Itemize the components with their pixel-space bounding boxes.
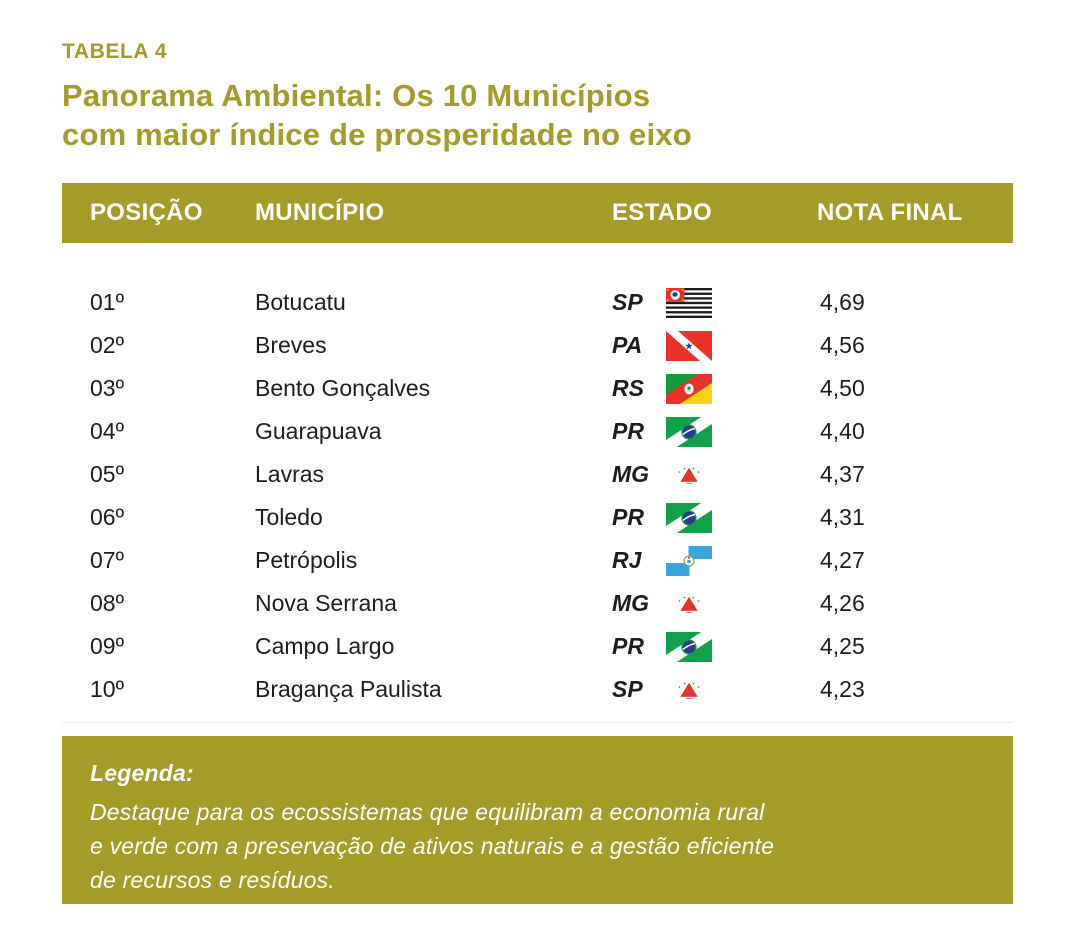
row-score: 4,27 (820, 547, 865, 573)
flag-mg-icon (666, 588, 712, 619)
flag-pr-icon (666, 409, 712, 454)
table-row: 10º Bragança Paulista SP 4,23 (62, 668, 1013, 711)
row-score: 4,37 (820, 461, 865, 487)
row-municipality: Nova Serrana (255, 590, 397, 616)
row-state-abbr: SP (612, 289, 643, 315)
row-state-abbr: SP (612, 676, 643, 702)
flag-rs-icon (666, 364, 712, 413)
row-position: 01º (90, 289, 124, 315)
row-municipality: Guarapuava (255, 418, 382, 444)
table-row: 07º Petrópolis RJ 4,27 (62, 539, 1013, 582)
legend-box: Legenda: Destaque para os ecossistemas q… (62, 736, 1013, 904)
row-position: 05º (90, 461, 124, 487)
flag-mg-icon (666, 674, 712, 705)
row-score: 4,40 (820, 418, 865, 444)
row-score: 4,23 (820, 676, 865, 702)
row-position: 10º (90, 676, 124, 702)
row-state-abbr: RJ (612, 547, 642, 573)
table-row: 04º Guarapuava PR 4,40 (62, 409, 1013, 454)
legend-text-line-1: Destaque para os ecossistemas que equili… (90, 799, 765, 825)
table-row: 06º Toledo PR 4,31 (62, 495, 1013, 540)
row-score: 4,56 (820, 332, 865, 358)
row-state-abbr: PA (612, 332, 643, 358)
row-score: 4,69 (820, 289, 865, 315)
table-row: 05º Lavras MG 4,37 (62, 453, 1013, 496)
row-position: 09º (90, 633, 124, 659)
table-row: 01º Botucatu SP 4,69 (62, 281, 1013, 324)
row-state-abbr: MG (612, 461, 650, 487)
row-position: 04º (90, 418, 124, 444)
flag-pa-icon (666, 330, 712, 361)
table-row: 03º Bento Gonçalves RS 4,50 (62, 364, 1013, 413)
row-state-abbr: RS (612, 375, 644, 401)
table-header: POSIÇÃO MUNICÍPIO ESTADO NOTA FINAL (62, 183, 1013, 243)
table-row: 02º Breves PA 4,56 (62, 324, 1013, 367)
row-state-abbr: MG (612, 590, 650, 616)
column-header-score: NOTA FINAL (817, 199, 963, 226)
flag-pr-icon (666, 624, 712, 669)
divider-line (62, 722, 1013, 723)
page-title: Panorama Ambiental: Os 10 Municípios com… (62, 76, 692, 154)
page-title-line-1: Panorama Ambiental: Os 10 Municípios (62, 78, 651, 113)
table-label: TABELA 4 (62, 40, 168, 63)
row-municipality: Lavras (255, 461, 325, 487)
row-score: 4,50 (820, 375, 865, 401)
page-title-line-2: com maior índice de prosperidade no eixo (62, 117, 692, 152)
row-state-abbr: PR (612, 504, 644, 530)
table-rows: 01º Botucatu SP 4,69 02º Breves PA 4,56 … (62, 281, 1013, 711)
row-position: 07º (90, 547, 124, 573)
flag-pr-icon (666, 495, 712, 540)
row-score: 4,25 (820, 633, 865, 659)
row-state-abbr: PR (612, 633, 644, 659)
column-header-state: ESTADO (612, 199, 713, 226)
table-row: 09º Campo Largo PR 4,25 (62, 624, 1013, 669)
row-state-abbr: PR (612, 418, 644, 444)
row-municipality: Bragança Paulista (255, 676, 442, 702)
legend-text-line-3: de recursos e resíduos. (90, 867, 335, 893)
flag-mg-icon (666, 459, 712, 490)
row-municipality: Breves (255, 332, 327, 358)
row-score: 4,31 (820, 504, 865, 530)
row-municipality: Botucatu (255, 289, 346, 315)
column-header-municipality: MUNICÍPIO (255, 199, 385, 226)
row-score: 4,26 (820, 590, 865, 616)
flag-rj-icon (666, 545, 712, 576)
legend-text-line-2: e verde com a preservação de ativos natu… (90, 833, 775, 859)
row-position: 03º (90, 375, 124, 401)
row-municipality: Bento Gonçalves (255, 375, 431, 401)
row-municipality: Campo Largo (255, 633, 395, 659)
row-municipality: Petrópolis (255, 547, 358, 573)
row-municipality: Toledo (255, 504, 323, 530)
row-position: 02º (90, 332, 124, 358)
legend-title: Legenda: (90, 760, 194, 786)
row-position: 08º (90, 590, 124, 616)
table-row: 08º Nova Serrana MG 4,26 (62, 582, 1013, 625)
flag-sp-icon (665, 287, 713, 318)
column-header-position: POSIÇÃO (90, 199, 203, 226)
row-position: 06º (90, 504, 124, 530)
